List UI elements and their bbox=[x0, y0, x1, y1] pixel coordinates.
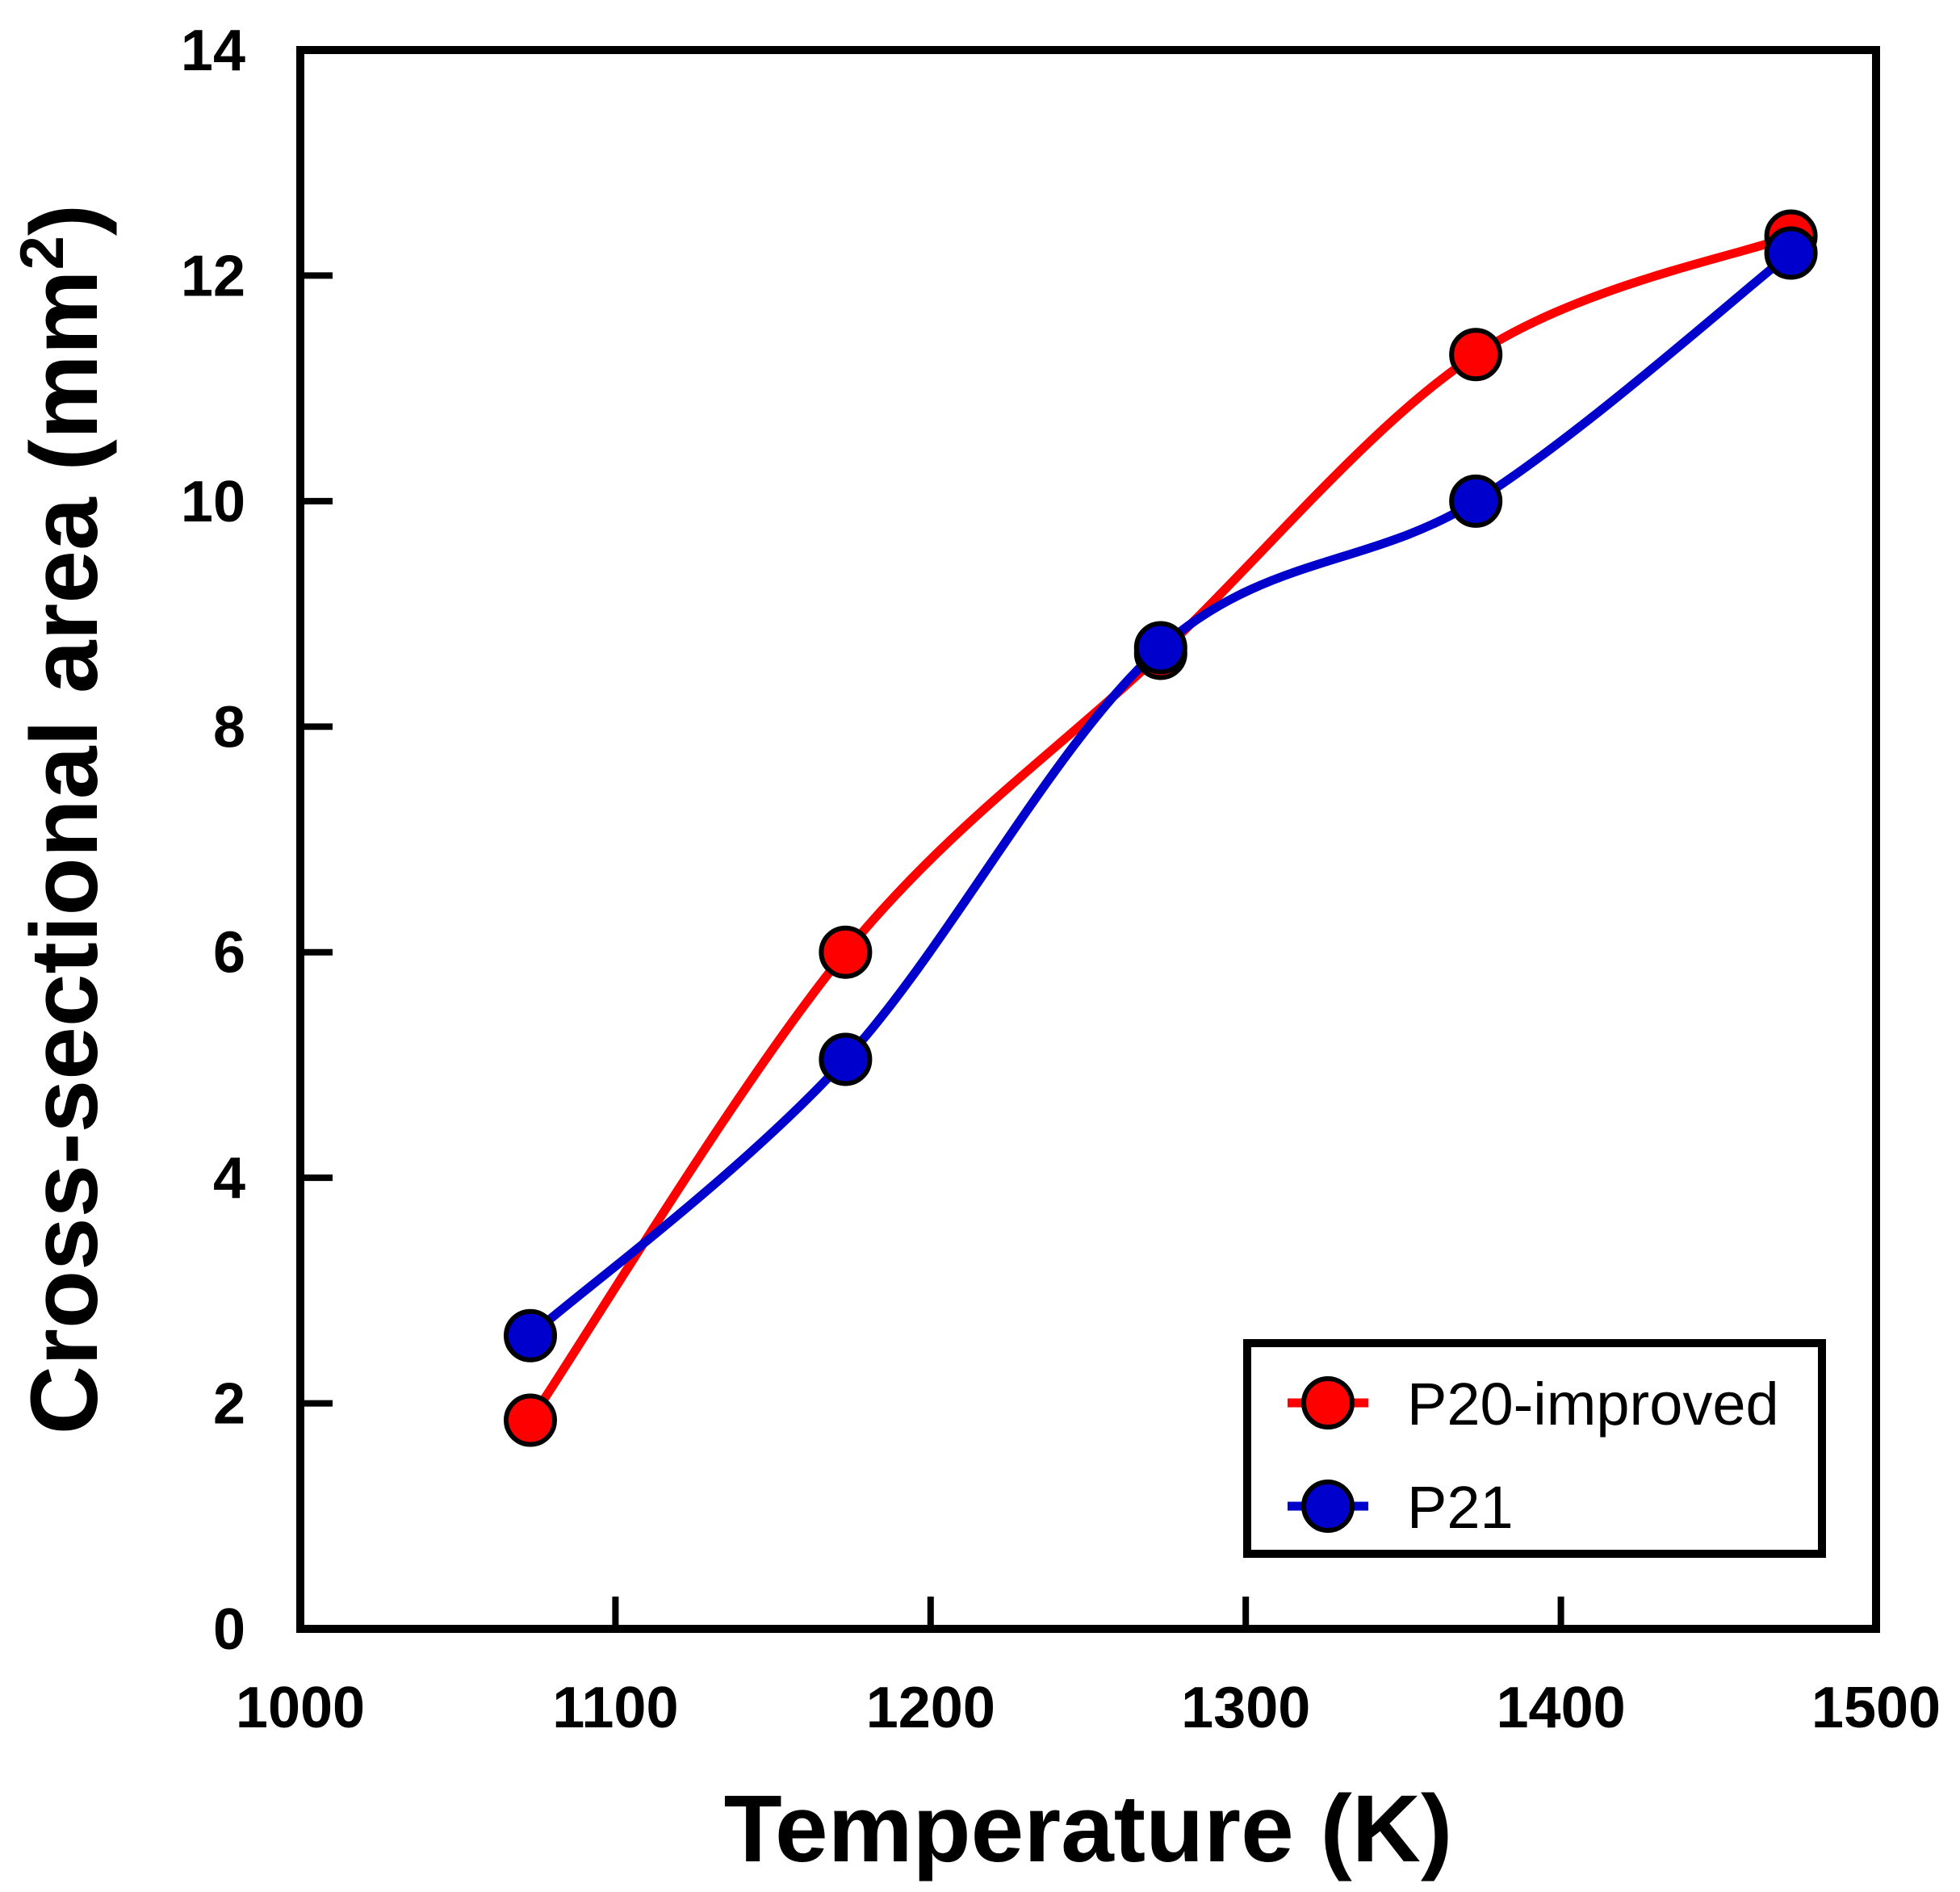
series-lines bbox=[526, 232, 1796, 1425]
y-tick-label: 8 bbox=[213, 695, 245, 760]
y-axis-title-main: Cross-sectional area (mm bbox=[11, 270, 118, 1434]
legend-label: P21 bbox=[1407, 1474, 1514, 1541]
y-tick-label: 14 bbox=[181, 19, 245, 83]
x-tick-label: 1400 bbox=[1497, 1676, 1626, 1740]
legend: P20-improved P21 bbox=[1243, 1339, 1826, 1558]
x-tick-label: 1500 bbox=[1811, 1676, 1941, 1740]
x-tick-label: 1000 bbox=[236, 1676, 365, 1740]
y-tick-label: 4 bbox=[213, 1146, 245, 1211]
series-0-point bbox=[503, 1393, 557, 1447]
y-tick-label: 10 bbox=[181, 470, 245, 534]
series-markers bbox=[503, 209, 1818, 1447]
series-line-1 bbox=[526, 248, 1796, 1341]
legend-swatch-marker bbox=[1301, 1480, 1355, 1533]
y-tick-label: 6 bbox=[213, 921, 245, 986]
series-1-point bbox=[503, 1308, 557, 1362]
legend-label: P20-improved bbox=[1407, 1371, 1779, 1438]
y-tick-label: 2 bbox=[213, 1372, 245, 1437]
series-1-point bbox=[1764, 226, 1818, 280]
x-tick-label: 1300 bbox=[1181, 1676, 1310, 1740]
series-1-point bbox=[819, 1032, 873, 1086]
x-axis-title: Temperature (K) bbox=[724, 1776, 1453, 1882]
y-tick-label: 0 bbox=[213, 1597, 245, 1662]
legend-swatch-marker bbox=[1301, 1376, 1355, 1429]
series-0-point bbox=[819, 925, 873, 979]
x-tick-label: 1100 bbox=[552, 1676, 678, 1740]
y-axis-title: Cross-sectional area (mm2) bbox=[8, 204, 118, 1434]
x-ticks: 1000 1100 1200 1300 1400 1500 bbox=[236, 1597, 1941, 1740]
y-ticks: 0 2 4 6 8 10 12 14 bbox=[181, 19, 333, 1662]
series-1-point bbox=[1449, 474, 1503, 528]
series-0-point bbox=[1449, 328, 1503, 382]
plot-frame bbox=[296, 46, 1880, 1633]
y-tick-label: 12 bbox=[181, 244, 245, 308]
y-axis-title-close: ) bbox=[11, 204, 118, 236]
x-tick-label: 1200 bbox=[866, 1676, 995, 1740]
y-axis-title-superscript: 2 bbox=[8, 236, 77, 270]
legend-entries: P20-improved P21 bbox=[1288, 1371, 1779, 1541]
series-1-point bbox=[1133, 621, 1187, 675]
